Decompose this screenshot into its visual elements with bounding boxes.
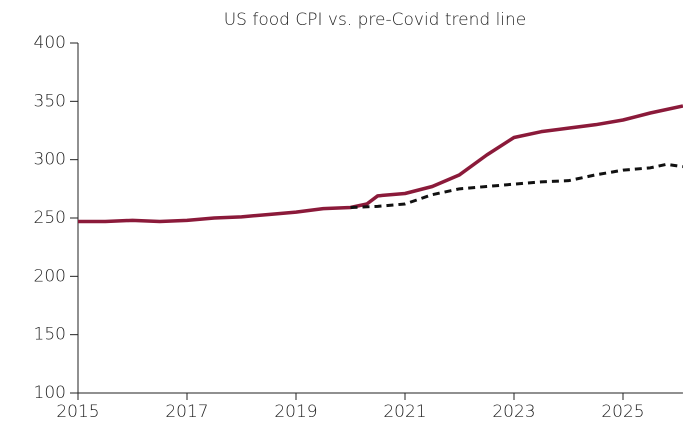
x-tick-label: 2017: [165, 402, 208, 422]
x-tick-label: 2015: [56, 402, 99, 422]
y-tick-label: 300: [34, 150, 66, 170]
y-tick-label: 400: [34, 33, 66, 53]
y-tick-label: 250: [34, 208, 66, 228]
y-tick-label: 200: [34, 266, 66, 286]
x-tick-label: 2019: [274, 402, 317, 422]
series-line: [78, 104, 683, 224]
x-tick-label: 2023: [492, 402, 535, 422]
x-tick-label: 2025: [601, 402, 644, 422]
series-line: [350, 162, 683, 209]
y-tick-label: 100: [34, 383, 66, 403]
chart-title: US food CPI vs. pre-Covid trend line: [224, 10, 527, 30]
y-tick-label: 350: [34, 91, 66, 111]
x-tick-label: 2021: [383, 402, 426, 422]
y-tick-label: 150: [34, 325, 66, 345]
